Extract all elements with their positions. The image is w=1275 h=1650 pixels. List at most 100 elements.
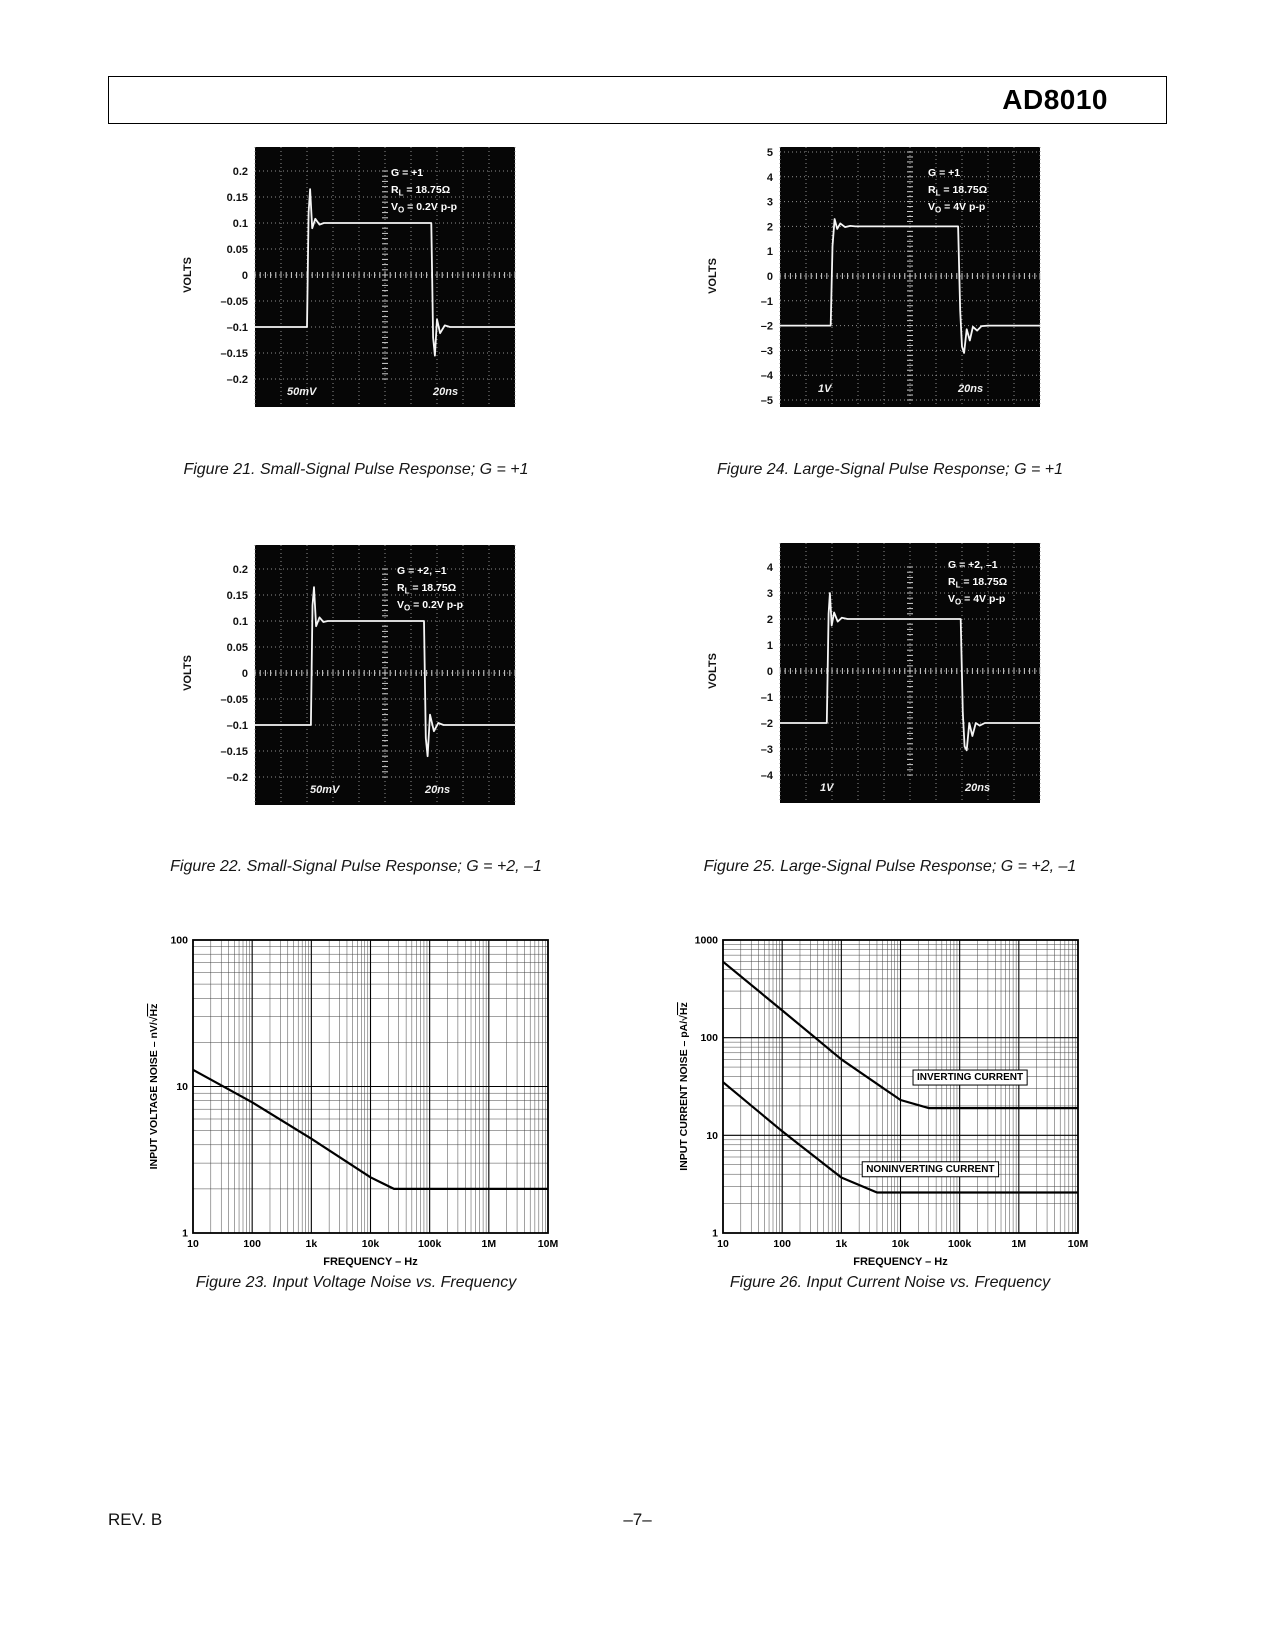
header-rule-box: AD8010 bbox=[108, 76, 1167, 124]
svg-text:0.15: 0.15 bbox=[227, 590, 248, 602]
figure-24: 5 4 3 2 1 0 –1 –2 –3 –4 –5 VOLTS G = +1 RL = 18.75Ω VO… bbox=[702, 146, 1042, 409]
svg-text:–3: –3 bbox=[761, 345, 773, 357]
svg-text:–4: –4 bbox=[761, 770, 774, 782]
svg-text:VOLTS: VOLTS bbox=[182, 655, 194, 691]
svg-text:4: 4 bbox=[767, 562, 774, 574]
svg-text:10k: 10k bbox=[362, 1238, 380, 1250]
svg-text:VO = 4V p-p: VO = 4V p-p bbox=[948, 593, 1005, 607]
svg-text:1: 1 bbox=[182, 1228, 188, 1240]
svg-text:G = +1: G = +1 bbox=[391, 167, 423, 179]
figure-25-caption: Figure 25. Large-Signal Pulse Response; … bbox=[703, 858, 1077, 875]
svg-text:0.15: 0.15 bbox=[227, 192, 248, 204]
svg-text:100k: 100k bbox=[418, 1238, 442, 1250]
footer-page-number: –7– bbox=[623, 1510, 652, 1529]
svg-text:4: 4 bbox=[767, 172, 774, 184]
svg-text:3: 3 bbox=[767, 197, 773, 209]
svg-text:–3: –3 bbox=[761, 744, 773, 756]
svg-text:1: 1 bbox=[767, 640, 773, 652]
page-title: AD8010 bbox=[1002, 84, 1108, 115]
svg-text:–2: –2 bbox=[761, 718, 773, 730]
svg-text:–0.15: –0.15 bbox=[220, 348, 248, 360]
svg-text:1000: 1000 bbox=[695, 935, 719, 947]
svg-text:–0.2: –0.2 bbox=[227, 772, 248, 784]
fig21-scope-chart: 0.2 0.15 0.1 0.05 0 –0.05 –0.1 –0.15 –0.2 VOLTS G … bbox=[182, 147, 516, 407]
svg-text:–0.1: –0.1 bbox=[227, 322, 248, 334]
svg-text:1: 1 bbox=[712, 1228, 718, 1240]
svg-text:20ns: 20ns bbox=[957, 383, 983, 395]
svg-text:VOLTS: VOLTS bbox=[182, 257, 194, 293]
figure-24-caption: Figure 24. Large-Signal Pulse Response; … bbox=[717, 461, 1063, 478]
svg-text:VO = 0.2V p-p: VO = 0.2V p-p bbox=[391, 201, 457, 215]
figure-23: 10 100 1k 10k 100k 1M 10M 100 10 1 FREQUENCY – Hz I… bbox=[143, 932, 588, 1274]
svg-text:0.05: 0.05 bbox=[227, 244, 248, 256]
svg-text:20ns: 20ns bbox=[964, 782, 990, 794]
figure-21: 0.2 0.15 0.1 0.05 0 –0.05 –0.1 –0.15 –0.2 VOLTS G … bbox=[177, 146, 517, 409]
figure-23-caption: Figure 23. Input Voltage Noise vs. Frequ… bbox=[195, 1274, 517, 1291]
svg-text:10M: 10M bbox=[1068, 1238, 1089, 1250]
svg-text:1V: 1V bbox=[818, 383, 833, 395]
svg-text:INPUT VOLTAGE NOISE – nV/√Hz: INPUT VOLTAGE NOISE – nV/√Hz bbox=[148, 1004, 160, 1170]
svg-text:50mV: 50mV bbox=[287, 386, 318, 398]
footer-revision: REV. B bbox=[108, 1510, 163, 1529]
svg-text:–1: –1 bbox=[761, 296, 773, 308]
svg-text:1: 1 bbox=[767, 246, 773, 258]
svg-text:100: 100 bbox=[700, 1032, 718, 1044]
svg-text:VO = 0.2V p-p: VO = 0.2V p-p bbox=[397, 599, 463, 613]
figure-21-caption: Figure 21. Small-Signal Pulse Response; … bbox=[183, 461, 529, 478]
svg-text:3: 3 bbox=[767, 588, 773, 600]
svg-text:0: 0 bbox=[242, 270, 248, 282]
svg-text:10M: 10M bbox=[538, 1238, 559, 1250]
svg-text:10: 10 bbox=[717, 1238, 729, 1250]
svg-text:2: 2 bbox=[767, 221, 773, 233]
svg-text:0.2: 0.2 bbox=[233, 564, 248, 576]
svg-text:–0.2: –0.2 bbox=[227, 374, 248, 386]
svg-text:G = +2, –1: G = +2, –1 bbox=[948, 559, 998, 571]
svg-text:5: 5 bbox=[767, 147, 773, 159]
svg-text:1V: 1V bbox=[820, 782, 835, 794]
svg-text:G = +2, –1: G = +2, –1 bbox=[397, 565, 447, 577]
svg-text:1M: 1M bbox=[482, 1238, 497, 1250]
svg-text:VOLTS: VOLTS bbox=[707, 258, 719, 294]
fig24-scope-chart: 5 4 3 2 1 0 –1 –2 –3 –4 –5 VOLTS G = +1 RL = 18.75Ω VO… bbox=[707, 147, 1041, 407]
svg-text:1M: 1M bbox=[1012, 1238, 1027, 1250]
svg-text:–1: –1 bbox=[761, 692, 773, 704]
svg-text:50mV: 50mV bbox=[310, 784, 341, 796]
svg-text:–0.05: –0.05 bbox=[220, 296, 248, 308]
svg-text:2: 2 bbox=[767, 614, 773, 626]
svg-text:NONINVERTING CURRENT: NONINVERTING CURRENT bbox=[866, 1164, 994, 1175]
svg-text:100k: 100k bbox=[948, 1238, 972, 1250]
svg-text:VOLTS: VOLTS bbox=[707, 653, 719, 689]
figure-25: 4 3 2 1 0 –1 –2 –3 –4 VOLTS G = +2, –1 RL = 18.75Ω V… bbox=[702, 542, 1042, 805]
figure-22: 0.2 0.15 0.1 0.05 0 –0.05 –0.1 –0.15 –0.2 VOLTS G … bbox=[177, 544, 517, 807]
svg-text:0: 0 bbox=[767, 271, 773, 283]
svg-text:100: 100 bbox=[170, 935, 188, 947]
figure-26-caption: Figure 26. Input Current Noise vs. Frequ… bbox=[729, 1274, 1051, 1291]
svg-text:20ns: 20ns bbox=[432, 386, 458, 398]
fig22-scope-chart: 0.2 0.15 0.1 0.05 0 –0.05 –0.1 –0.15 –0.2 VOLTS G … bbox=[182, 545, 516, 805]
svg-text:–0.15: –0.15 bbox=[220, 746, 248, 758]
svg-text:FREQUENCY – Hz: FREQUENCY – Hz bbox=[323, 1256, 418, 1268]
svg-text:RL = 18.75Ω: RL = 18.75Ω bbox=[948, 576, 1007, 590]
svg-text:0.1: 0.1 bbox=[233, 616, 248, 628]
svg-text:1k: 1k bbox=[835, 1238, 847, 1250]
svg-text:G = +1: G = +1 bbox=[928, 167, 960, 179]
svg-text:10: 10 bbox=[176, 1081, 188, 1093]
svg-text:RL = 18.75Ω: RL = 18.75Ω bbox=[928, 184, 987, 198]
svg-text:–5: –5 bbox=[761, 395, 773, 407]
svg-text:INVERTING CURRENT: INVERTING CURRENT bbox=[917, 1072, 1023, 1083]
svg-text:10: 10 bbox=[187, 1238, 199, 1250]
figure-26: INVERTING CURRENT NONINVERTING CURRENT 10 1… bbox=[673, 932, 1118, 1274]
svg-text:0.2: 0.2 bbox=[233, 166, 248, 178]
fig25-scope-chart: 4 3 2 1 0 –1 –2 –3 –4 VOLTS G = +2, –1 RL = 18.75Ω V… bbox=[707, 543, 1041, 803]
figure-22-caption: Figure 22. Small-Signal Pulse Response; … bbox=[170, 858, 542, 875]
svg-text:100: 100 bbox=[773, 1238, 791, 1250]
svg-text:INPUT CURRENT NOISE – pA/√Hz: INPUT CURRENT NOISE – pA/√Hz bbox=[678, 1002, 690, 1171]
svg-text:FREQUENCY – Hz: FREQUENCY – Hz bbox=[853, 1256, 948, 1268]
svg-text:100: 100 bbox=[243, 1238, 261, 1250]
svg-text:1k: 1k bbox=[305, 1238, 317, 1250]
svg-text:10k: 10k bbox=[892, 1238, 910, 1250]
svg-text:10: 10 bbox=[706, 1130, 718, 1142]
